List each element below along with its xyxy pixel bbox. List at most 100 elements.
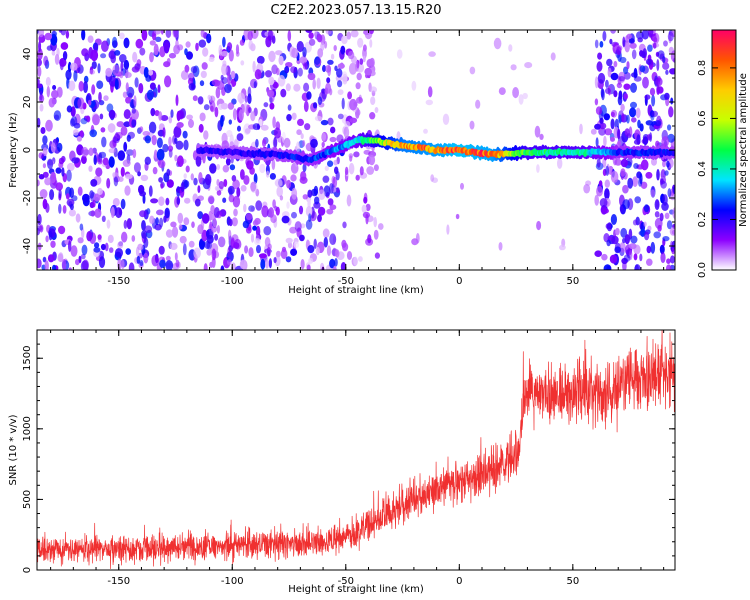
heatmap-cell [306, 264, 311, 270]
heatmap-cell [256, 244, 261, 254]
heatmap-cell [232, 195, 241, 208]
heatmap-cell [622, 199, 630, 210]
heatmap-cell [595, 137, 599, 148]
heatmap-cell [594, 250, 602, 257]
heatmap-cell [44, 177, 52, 186]
heatmap-cell [344, 121, 351, 128]
spectrogram-panel: -150 -100 -50 0 50 -40 -20 0 20 40 Height of str… [8, 29, 676, 296]
heatmap-cell [667, 188, 672, 198]
heatmap-cell [235, 44, 240, 55]
heatmap-cell [369, 112, 376, 120]
heatmap-cell [102, 157, 109, 166]
heatmap-cell [153, 149, 158, 159]
heatmap-cell [637, 37, 643, 43]
heatmap-cell [358, 256, 363, 262]
heatmap-cell [337, 113, 344, 120]
heatmap-cell [606, 58, 613, 67]
heatmap-cell [123, 109, 131, 120]
heatmap-cell [186, 114, 194, 120]
heatmap-cell [73, 70, 78, 82]
heatmap-cell [290, 66, 297, 74]
heatmap-cell [306, 91, 312, 100]
heatmap-cell [89, 69, 95, 75]
heatmap-cell [227, 42, 233, 51]
heatmap-cell [633, 253, 638, 261]
heatmap-cell [80, 117, 88, 125]
heatmap-cell [91, 61, 97, 70]
heatmap-cell [258, 119, 263, 127]
heatmap-cell [131, 119, 137, 128]
heatmap-cell [108, 156, 115, 168]
heatmap-cell [163, 215, 167, 223]
heatmap-cell [287, 30, 292, 42]
heatmap-cell [44, 260, 49, 270]
heatmap-cell [622, 36, 626, 48]
heatmap-cell [671, 247, 675, 255]
heatmap-cell [188, 72, 195, 82]
heatmap-cell [327, 117, 334, 126]
heatmap-cell [128, 262, 135, 270]
heatmap-cell [617, 140, 621, 146]
heatmap-cell [166, 168, 171, 177]
heatmap-cell [198, 172, 203, 184]
heatmap-cell [666, 220, 673, 230]
heatmap-cell [134, 77, 139, 88]
heatmap-cell [307, 189, 313, 198]
heatmap-cell [534, 125, 541, 138]
heatmap-cell [308, 257, 314, 264]
heatmap-cell [56, 86, 63, 98]
heatmap-cell [38, 152, 44, 159]
heatmap-cell [265, 170, 270, 178]
heatmap-cell [119, 70, 124, 79]
heatmap-cell [179, 235, 187, 244]
heatmap-cell [197, 96, 204, 105]
heatmap-cell [124, 173, 133, 179]
heatmap-cell [70, 62, 78, 71]
heatmap-cell [37, 213, 42, 226]
heatmap-cell [670, 97, 674, 105]
heatmap-cell [632, 176, 638, 188]
heatmap-cell [280, 88, 287, 98]
heatmap-cell [314, 115, 323, 122]
heatmap-cell [633, 67, 638, 79]
heatmap-cell [599, 122, 607, 130]
heatmap-cell [154, 223, 162, 231]
heatmap-cell [162, 143, 169, 153]
heatmap-cell [656, 169, 660, 181]
heatmap-cell [604, 128, 613, 136]
heatmap-cell [139, 47, 146, 56]
heatmap-cell [332, 176, 338, 189]
heatmap-cell [316, 77, 321, 90]
heatmap-cell [93, 193, 101, 202]
heatmap-cell [261, 205, 269, 218]
heatmap-cell [243, 203, 247, 213]
heatmap-cell [300, 259, 305, 270]
heatmap-cell [267, 243, 272, 251]
heatmap-noise-blobs [37, 30, 675, 270]
heatmap-cell [597, 72, 606, 84]
heatmap-cell [286, 179, 292, 189]
heatmap-cell [240, 185, 247, 192]
heatmap-cell [267, 30, 273, 41]
heatmap-cell [329, 183, 334, 194]
heatmap-cell [101, 136, 107, 148]
heatmap-cell [190, 173, 194, 181]
heatmap-cell [38, 94, 45, 103]
heatmap-cell [188, 240, 195, 248]
heatmap-cell [145, 75, 152, 82]
heatmap-cell [317, 48, 324, 58]
heatmap-cell [213, 207, 220, 218]
heatmap-cell [268, 76, 275, 86]
heatmap-cell [112, 198, 120, 207]
heatmap-cell [146, 89, 154, 101]
heatmap-cell [610, 214, 618, 225]
heatmap-cell [239, 39, 245, 46]
heatmap-cell [510, 64, 517, 71]
heatmap-cell [44, 32, 53, 41]
heatmap-cell [136, 255, 141, 264]
heatmap-cell [243, 175, 250, 185]
heatmap-cell [126, 218, 132, 230]
heatmap-cell [93, 154, 97, 166]
heatmap-cell [518, 94, 524, 105]
heatmap-cell [305, 219, 313, 230]
